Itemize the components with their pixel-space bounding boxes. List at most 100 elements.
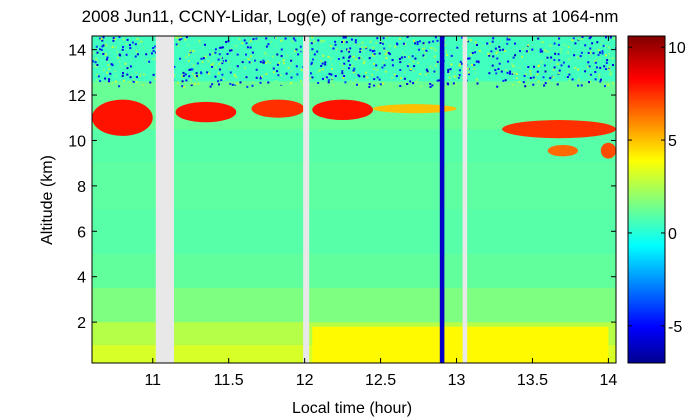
noise-speck bbox=[612, 64, 614, 66]
noise-speck bbox=[225, 41, 228, 43]
noise-speck bbox=[554, 52, 557, 55]
cirrus-layer bbox=[372, 104, 457, 114]
noise-speck bbox=[448, 72, 451, 75]
noise-speck bbox=[580, 51, 583, 54]
noise-speck bbox=[122, 72, 124, 75]
noise-speck bbox=[423, 47, 426, 50]
noise-speck bbox=[467, 71, 470, 74]
noise-speck bbox=[369, 40, 372, 43]
noise-speck bbox=[594, 78, 597, 81]
noise-speck bbox=[576, 56, 579, 59]
noise-speck bbox=[382, 42, 384, 45]
noise-speck bbox=[188, 53, 191, 56]
noise-speck bbox=[341, 64, 344, 67]
noise-speck bbox=[358, 75, 361, 78]
noise-speck bbox=[584, 70, 587, 73]
noise-speck bbox=[134, 55, 137, 58]
noise-speck bbox=[506, 71, 509, 74]
noise-speck bbox=[450, 54, 453, 57]
noise-speck bbox=[324, 61, 327, 64]
noise-speck bbox=[335, 48, 338, 51]
noise-speck bbox=[339, 62, 341, 65]
noise-speck bbox=[352, 55, 355, 58]
noise-speck bbox=[505, 69, 508, 72]
noise-speck bbox=[265, 45, 268, 48]
noise-speck bbox=[310, 61, 313, 64]
noise-speck bbox=[126, 38, 129, 41]
cirrus-layer bbox=[502, 120, 616, 139]
noise-speck bbox=[541, 41, 544, 44]
noise-speck bbox=[504, 79, 507, 82]
cirrus-layer bbox=[175, 101, 237, 123]
noise-speck bbox=[422, 42, 425, 45]
noise-speck bbox=[506, 42, 509, 45]
cirrus-layer bbox=[547, 145, 579, 157]
y-tick-label: 2 bbox=[77, 315, 86, 332]
noise-speck bbox=[142, 84, 145, 87]
noise-speck bbox=[230, 47, 233, 50]
noise-speck bbox=[173, 65, 176, 68]
noise-speck bbox=[252, 38, 255, 41]
noise-speck bbox=[334, 40, 337, 43]
noise-speck bbox=[199, 43, 202, 45]
noise-speck bbox=[243, 39, 246, 42]
noise-speck bbox=[110, 63, 113, 66]
noise-speck bbox=[391, 77, 393, 79]
noise-speck bbox=[609, 73, 612, 76]
noise-speck bbox=[394, 45, 397, 48]
noise-speck bbox=[502, 48, 505, 51]
noise-speck bbox=[373, 54, 375, 57]
noise-speck bbox=[332, 82, 335, 85]
noise-speck bbox=[512, 56, 515, 59]
noise-speck bbox=[361, 81, 364, 84]
noise-speck bbox=[601, 40, 604, 43]
noise-speck bbox=[325, 76, 328, 79]
noise-speck bbox=[108, 68, 111, 70]
noise-speck bbox=[458, 74, 461, 77]
noise-speck bbox=[181, 85, 184, 88]
noise-speck bbox=[291, 40, 294, 43]
noise-speck bbox=[185, 79, 188, 82]
noise-speck bbox=[263, 61, 266, 64]
noise-speck bbox=[567, 65, 570, 68]
noise-speck bbox=[217, 80, 220, 83]
noise-speck bbox=[267, 81, 270, 84]
noise-speck bbox=[320, 60, 323, 62]
noise-speck bbox=[434, 36, 437, 39]
noise-speck bbox=[272, 71, 275, 74]
noise-speck bbox=[522, 81, 525, 84]
noise-speck bbox=[184, 73, 187, 76]
noise-speck bbox=[514, 54, 517, 57]
noise-speck bbox=[432, 40, 435, 43]
noise-speck bbox=[182, 74, 185, 77]
noise-speck bbox=[212, 52, 215, 55]
noise-speck bbox=[139, 39, 142, 42]
noise-speck bbox=[236, 65, 239, 68]
noise-speck bbox=[348, 56, 351, 59]
noise-speck bbox=[352, 71, 355, 74]
noise-speck bbox=[379, 40, 382, 43]
noise-speck bbox=[563, 43, 566, 46]
noise-speck bbox=[424, 73, 427, 76]
noise-speck bbox=[193, 75, 196, 78]
noise-speck bbox=[324, 63, 327, 66]
noise-speck bbox=[342, 40, 345, 43]
noise-speck bbox=[369, 49, 372, 52]
noise-speck bbox=[391, 64, 394, 67]
noise-speck bbox=[295, 65, 298, 68]
noise-speck bbox=[529, 77, 532, 79]
noise-speck bbox=[181, 74, 184, 77]
noise-speck bbox=[246, 46, 249, 49]
noise-speck bbox=[515, 77, 518, 80]
noise-speck bbox=[587, 61, 590, 64]
noise-speck bbox=[579, 55, 582, 58]
noise-speck bbox=[95, 45, 98, 48]
noise-speck bbox=[456, 75, 459, 78]
noise-speck bbox=[372, 53, 374, 56]
noise-speck bbox=[468, 57, 471, 60]
noise-speck bbox=[331, 68, 333, 70]
noise-speck bbox=[192, 50, 195, 53]
noise-speck bbox=[371, 50, 374, 53]
noise-speck bbox=[94, 61, 97, 64]
noise-speck bbox=[105, 58, 108, 61]
